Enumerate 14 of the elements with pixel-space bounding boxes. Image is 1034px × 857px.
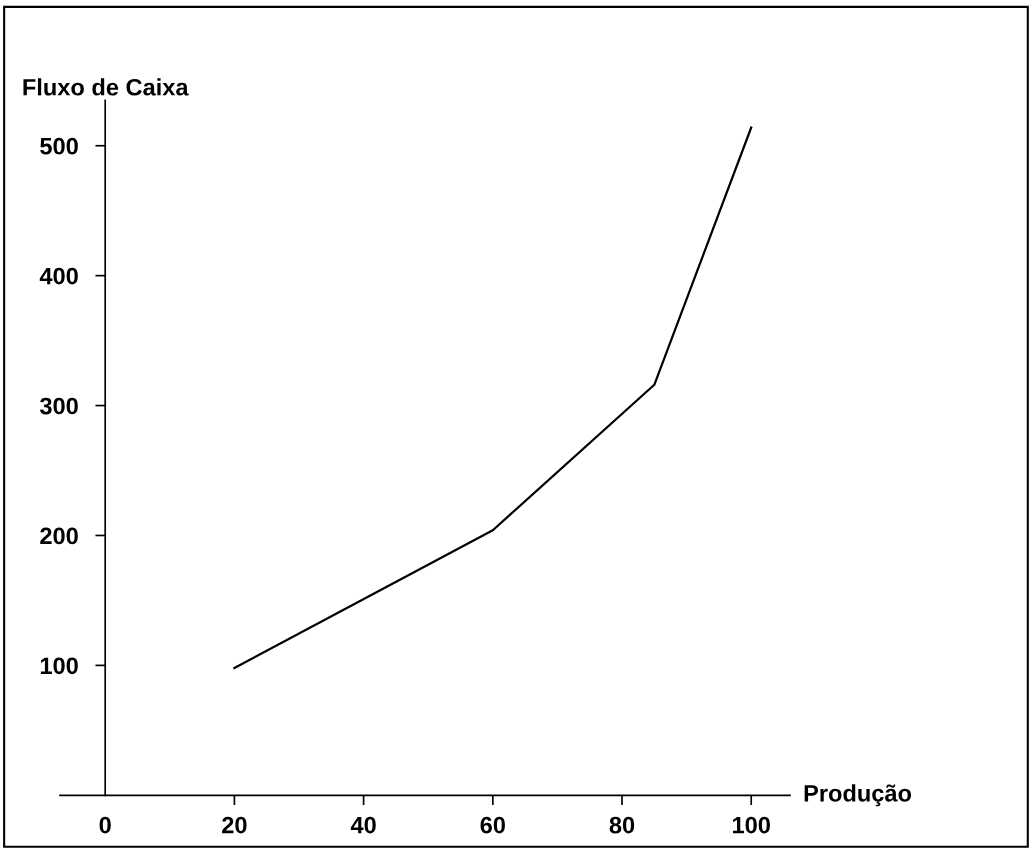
x-axis-title: Produção bbox=[804, 784, 912, 807]
y-tick-label: 500 bbox=[40, 137, 78, 155]
y-tick-label: 200 bbox=[40, 527, 78, 545]
y-tick-label: 100 bbox=[40, 657, 78, 675]
x-tick-label: 100 bbox=[733, 816, 770, 834]
x-tick-label: 60 bbox=[480, 816, 505, 834]
x-tick-label: 40 bbox=[350, 816, 376, 834]
x-tick-label: 80 bbox=[609, 816, 635, 834]
y-tick-label: 300 bbox=[39, 397, 78, 415]
x-tick-label: 0 bbox=[99, 816, 111, 834]
y-tick-label: 400 bbox=[39, 267, 78, 285]
y-axis-title: Fluxo de Caixa bbox=[23, 78, 189, 96]
x-tick-label: 20 bbox=[222, 816, 247, 834]
line-series bbox=[233, 126, 753, 670]
